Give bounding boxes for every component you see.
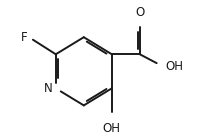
Text: OH: OH <box>103 122 121 135</box>
Text: F: F <box>21 31 28 44</box>
Text: OH: OH <box>165 60 183 73</box>
Text: O: O <box>135 6 144 19</box>
Text: N: N <box>43 82 52 95</box>
